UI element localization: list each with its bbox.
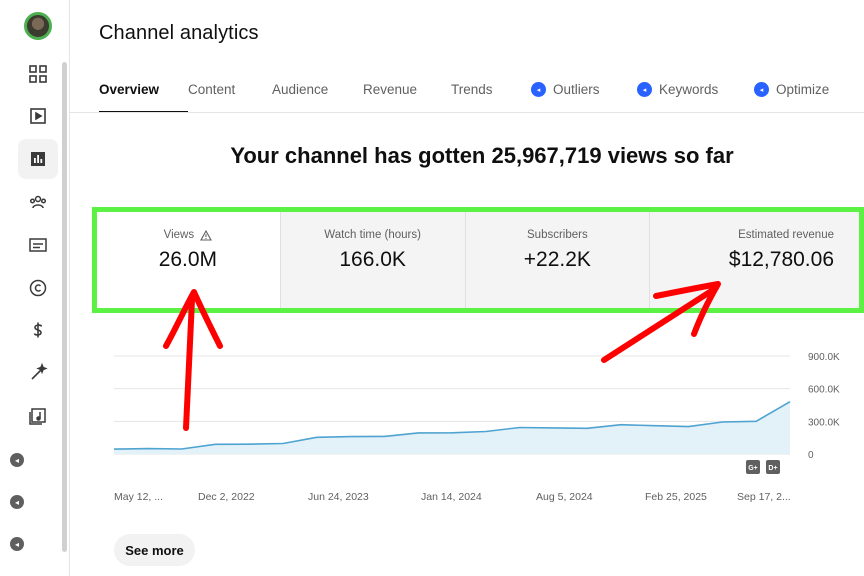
metric-cards: Views 26.0M Watch time (hours) 166.0K Su…	[95, 210, 861, 310]
x-tick-label: Dec 2, 2022	[198, 491, 255, 503]
views-chart: 0 300.0K 600.0K 900.0K May 12, ... Dec 2, 202…	[113, 352, 840, 503]
chart-annotation-button-label: D+	[768, 465, 777, 472]
metric-value: +22.2K	[523, 248, 591, 271]
metric-label: Subscribers	[527, 229, 588, 241]
chart-annotation-button[interactable]	[746, 460, 760, 474]
tab-overview[interactable]: Overview	[99, 82, 188, 113]
copyright-icon[interactable]	[27, 277, 49, 299]
channel-avatar[interactable]	[24, 12, 52, 40]
earn-dollar-icon[interactable]	[27, 319, 49, 341]
audio-library-icon[interactable]	[27, 405, 49, 427]
views-area	[114, 401, 790, 454]
metric-card-views[interactable]: Views 26.0M	[96, 211, 280, 309]
page-title: Channel analytics	[99, 22, 259, 44]
see-more-button[interactable]: See more	[114, 534, 195, 566]
tab-audience[interactable]: Audience	[272, 82, 329, 97]
metric-value: 166.0K	[339, 248, 406, 271]
dashboard-icon[interactable]	[27, 63, 49, 85]
y-tick-label: 600.0K	[808, 385, 840, 396]
content-icon[interactable]	[27, 105, 49, 127]
x-tick-label: Jan 14, 2024	[421, 491, 482, 503]
metric-label: Watch time (hours)	[324, 229, 421, 241]
total-views-headline: Your channel has gotten 25,967,719 views…	[230, 143, 734, 168]
chart-annotation-button[interactable]	[766, 460, 780, 474]
x-tick-label: Sep 17, 2...	[737, 491, 791, 503]
analytics-icon[interactable]	[18, 139, 58, 179]
left-sidebar: ◂ ◂ ◂	[0, 0, 70, 576]
tab-trends[interactable]: Trends	[451, 82, 493, 97]
customization-wand-icon[interactable]	[27, 362, 49, 384]
subtitles-icon[interactable]	[27, 234, 49, 256]
x-tick-label: Jun 24, 2023	[308, 491, 369, 503]
sidebar-scrollbar[interactable]	[62, 62, 67, 552]
tab-keywords[interactable]: ◂ Keywords	[637, 82, 754, 112]
extension-icon[interactable]: ◂	[10, 495, 24, 509]
extension-badge-icon: ◂	[754, 82, 769, 97]
y-tick-label: 300.0K	[808, 417, 840, 428]
chart-annotation-button-label: G+	[748, 465, 758, 472]
metric-label: Estimated revenue	[738, 229, 834, 241]
metric-value: $12,780.06	[728, 248, 834, 271]
extension-badge-icon: ◂	[531, 82, 546, 97]
tab-outliers[interactable]: ◂ Outliers	[531, 82, 637, 112]
tab-content[interactable]: Content	[188, 82, 236, 97]
tab-revenue[interactable]: Revenue	[363, 82, 418, 97]
x-tick-label: May 12, ...	[114, 491, 163, 503]
tab-optimize[interactable]: ◂ Optimize	[754, 82, 834, 112]
analytics-tabs: Overview Content Audience Revenue Trends…	[99, 82, 834, 113]
metric-card-subscribers[interactable]: Subscribers +22.2K	[464, 211, 650, 309]
views-line	[113, 401, 791, 450]
metric-label: Views	[163, 229, 195, 241]
y-tick-label: 0	[808, 450, 814, 461]
extension-icon[interactable]: ◂	[10, 453, 24, 467]
y-tick-label: 900.0K	[808, 352, 840, 363]
tabs-divider	[70, 112, 864, 113]
extension-badge-icon: ◂	[637, 82, 652, 97]
community-icon[interactable]	[27, 191, 49, 213]
x-tick-label: Aug 5, 2024	[536, 491, 593, 503]
warning-icon	[200, 229, 213, 241]
x-tick-label: Feb 25, 2025	[645, 491, 707, 503]
extension-icon[interactable]: ◂	[10, 537, 24, 551]
metric-value: 26.0M	[158, 248, 218, 271]
metric-card-watch-time[interactable]: Watch time (hours) 166.0K	[279, 211, 465, 309]
metric-card-estimated-revenue[interactable]: Estimated revenue $12,780.06	[649, 211, 860, 309]
